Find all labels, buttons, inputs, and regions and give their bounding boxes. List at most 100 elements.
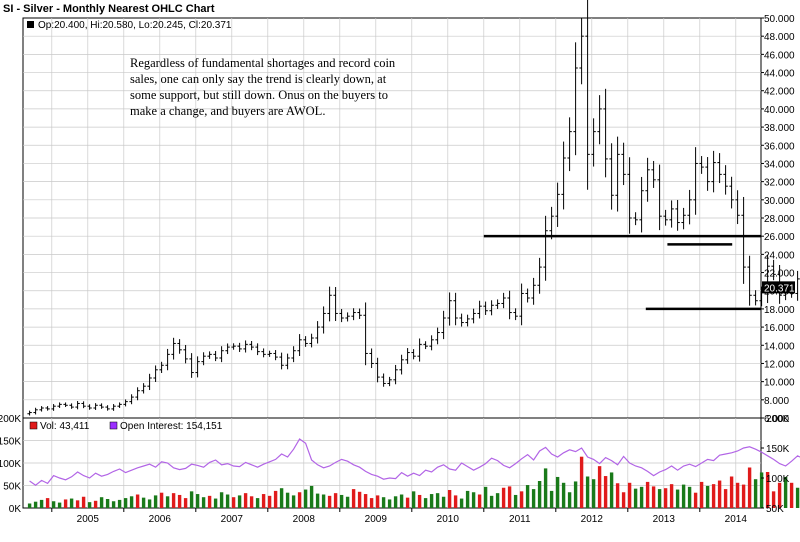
volume-bar (441, 496, 446, 508)
ohlc-bar (609, 143, 614, 210)
ohlc-bar (321, 306, 326, 334)
ohlc-bar (645, 157, 650, 202)
volume-bar (69, 498, 74, 508)
volume-bar (357, 491, 362, 508)
ohlc-bar (369, 348, 374, 369)
time-tick-label: 2011 (509, 514, 531, 525)
volume-bar (471, 492, 476, 508)
volume-bar (657, 489, 662, 508)
volume-bar (243, 493, 248, 508)
ohlc-bar (237, 342, 242, 352)
ohlc-bar (501, 292, 506, 309)
ohlc-bar (159, 361, 164, 374)
ohlc-bar (291, 346, 296, 363)
volume-bar (117, 499, 122, 508)
annotation-line-3: some support, but still down. Onus on th… (130, 88, 388, 102)
price-tick-label: 38.000 (764, 123, 795, 134)
ohlc-bar (633, 212, 638, 226)
volume-bar (681, 484, 686, 508)
ohlc-bar (309, 333, 314, 348)
ohlc-bar (741, 196, 746, 284)
ohlc-bar (267, 350, 272, 357)
volume-bar (309, 485, 314, 508)
ohlc-bar (525, 288, 530, 303)
volume-legend-label: Vol: 43,411 (40, 421, 90, 432)
time-tick-label: 2014 (725, 514, 748, 525)
volume-bar (375, 495, 380, 508)
price-tick-label: 32.000 (764, 178, 795, 189)
volume-bar (573, 481, 578, 508)
ohlc-bar (357, 308, 362, 319)
ohlc-bar (735, 190, 740, 225)
volume-bar (153, 495, 158, 508)
ohlc-bar (651, 160, 656, 188)
price-tick-label: 28.000 (764, 214, 795, 225)
volume-bar (741, 484, 746, 508)
volume-bar (687, 486, 692, 508)
volume-bar (615, 483, 620, 508)
volume-bar (627, 482, 632, 508)
ohlc-bar (363, 302, 368, 366)
volume-bar (195, 494, 200, 508)
price-tick-label: 10.000 (764, 378, 795, 389)
volume-left-tick-label: 0K (9, 504, 22, 515)
ohlc-bar (465, 314, 470, 327)
ohlc-bar (459, 313, 464, 327)
price-tick-label: 18.000 (764, 305, 795, 316)
ohlc-bar (381, 373, 386, 387)
ohlc-bar (165, 348, 170, 371)
volume-bar (351, 489, 356, 508)
time-tick-label: 2010 (437, 514, 460, 525)
ohlc-bar (393, 364, 398, 385)
volume-bar (93, 500, 98, 508)
price-tick-label: 14.000 (764, 341, 795, 352)
info-legend-swatch (27, 21, 34, 28)
volume-left-tick-label: 50K (3, 482, 21, 493)
volume-bar (795, 487, 800, 508)
ohlc-bar (339, 308, 344, 323)
ohlc-bar (507, 290, 512, 320)
price-tick-label: 42.000 (764, 87, 795, 98)
ohlc-bar (441, 310, 446, 340)
volume-bar (483, 486, 488, 508)
volume-bar (489, 495, 494, 508)
ohlc-bar (387, 376, 392, 387)
volume-bar (519, 491, 524, 508)
last-price-label: 20.371 (764, 283, 795, 294)
ohlc-bar (141, 383, 146, 394)
ohlc-bar (255, 343, 260, 356)
volume-bar (543, 468, 548, 508)
time-tick-label: 2013 (653, 514, 676, 525)
ohlc-bar (597, 95, 602, 145)
volume-bar (363, 494, 368, 508)
volume-bar (147, 499, 152, 508)
volume-bar (219, 492, 224, 508)
ohlc-bar (375, 357, 380, 383)
volume-bar (453, 495, 458, 508)
volume-bar (261, 494, 266, 508)
volume-bar (393, 496, 398, 508)
volume-bar (273, 490, 278, 508)
price-tick-label: 40.000 (764, 105, 795, 116)
ohlc-bar (207, 351, 212, 359)
volume-bar (765, 472, 770, 508)
ohlc-bar (405, 348, 410, 364)
volume-bar (567, 492, 572, 508)
volume-bar (45, 498, 50, 508)
ohlc-bar (63, 402, 68, 408)
volume-bar (405, 497, 410, 508)
volume-bar (717, 480, 722, 508)
volume-bar (399, 494, 404, 508)
volume-bar (549, 490, 554, 508)
ohlc-bar (591, 118, 596, 167)
volume-bar (699, 481, 704, 508)
volume-bar (183, 498, 188, 508)
ohlc-bar (279, 352, 284, 370)
volume-bar (705, 485, 710, 508)
ohlc-bar (153, 365, 158, 383)
volume-bar (237, 495, 242, 508)
ohlc-bar (621, 142, 626, 186)
chart-title: SI - Silver - Monthly Nearest OHLC Chart (3, 3, 215, 15)
ohlc-bar (135, 387, 140, 401)
